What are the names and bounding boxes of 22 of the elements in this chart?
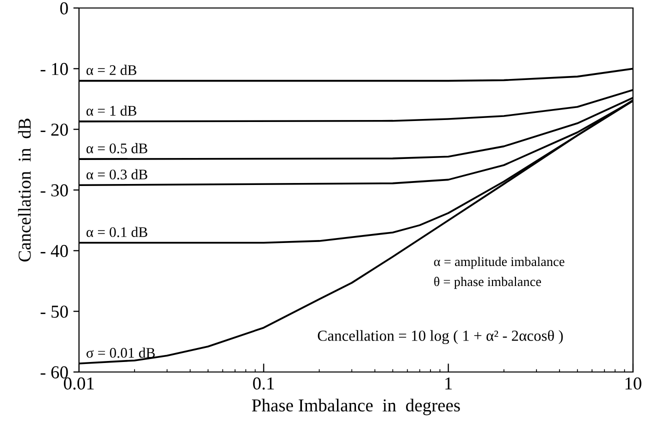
- x-tick-label: 10: [626, 377, 642, 390]
- y-tick-label: - 60: [40, 366, 68, 378]
- y-tick-label: 0: [60, 2, 68, 14]
- y-tick-label: - 40: [40, 244, 68, 258]
- series-label: σ = 0.01 dB: [86, 348, 155, 358]
- annotation: α = amplitude imbalance: [434, 256, 564, 269]
- y-tick-label: - 30: [40, 184, 68, 196]
- annotation: Cancellation = 10 log ( 1 + α² - 2αcosθ ): [318, 330, 563, 344]
- annotation: θ = phase imbalance: [434, 276, 542, 289]
- series-label: α = 1 dB: [86, 105, 136, 116]
- series-label: α = 0.3 dB: [86, 169, 148, 180]
- series-label: α = 0.5 dB: [86, 143, 148, 154]
- x-tick-label: 0.01: [64, 377, 94, 390]
- y-tick-label: - 50: [40, 306, 68, 318]
- series-label: α = 0.1 dB: [86, 226, 148, 238]
- x-axis-title: Phase Imbalance in degrees: [252, 398, 460, 416]
- y-tick-label: - 20: [40, 124, 68, 136]
- x-tick-label: 1: [445, 377, 452, 390]
- series-label: α = 2 dB: [86, 64, 136, 76]
- y-tick-label: - 10: [40, 62, 68, 76]
- x-tick-label: 0.1: [253, 377, 274, 390]
- y-axis-title: Cancellation in dB: [18, 118, 31, 262]
